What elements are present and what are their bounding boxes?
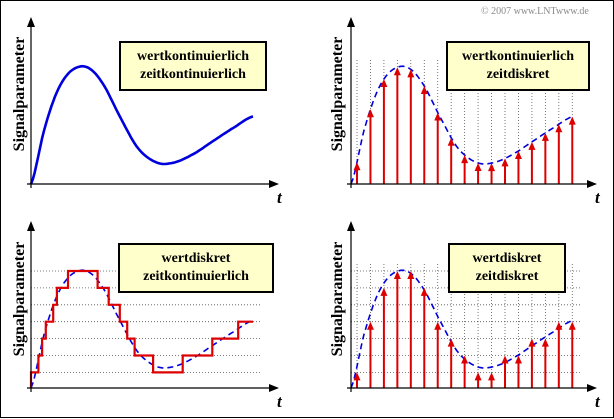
caption-line-1: wertkontinuierlich <box>137 49 249 64</box>
analog-signal-dashed <box>350 65 574 185</box>
sample-arrowhead <box>474 372 482 381</box>
sample-arrowhead <box>380 287 388 296</box>
sample-arrowhead <box>407 69 415 78</box>
sample-arrowhead <box>380 79 388 88</box>
caption-line-1: wertkontinuierlich <box>462 49 574 64</box>
sample-arrowhead <box>461 155 469 164</box>
sample-arrowhead <box>393 67 401 76</box>
sample-arrowhead <box>420 85 428 94</box>
sample-arrowhead <box>434 321 442 330</box>
sample-arrowhead <box>541 132 549 141</box>
y-axis-label: Signalparameter <box>329 36 346 152</box>
sample-arrowhead <box>461 355 469 364</box>
y-axis-head <box>347 17 355 27</box>
sample-arrowhead <box>474 163 482 172</box>
t-axis-label: t <box>595 392 600 411</box>
caption-line-1: wertdiskret <box>161 251 231 266</box>
caption-box: wertdiskret zeitkontinuierlich <box>118 243 274 293</box>
sample-arrowhead <box>541 338 549 347</box>
caption-box: wertkontinuierlich zeitdiskret <box>446 41 590 91</box>
sample-arrowhead <box>434 112 442 121</box>
sample-arrowhead <box>555 124 563 133</box>
sample-arrowhead <box>488 372 496 381</box>
sample-arrowhead <box>447 137 455 146</box>
caption-line-1: wertdiskret <box>472 251 542 266</box>
y-axis-head <box>27 17 35 27</box>
sample-arrowhead <box>488 163 496 172</box>
staircase-signal <box>29 269 253 388</box>
caption-line-2: zeitkontinuierlich <box>140 67 246 82</box>
sample-arrowhead <box>366 109 374 118</box>
sample-arrowhead <box>407 271 415 279</box>
sample-arrowhead <box>353 162 361 171</box>
x-axis-head <box>269 384 279 392</box>
t-axis-label: t <box>277 188 282 207</box>
analog-signal-dashed <box>30 269 254 389</box>
copyright-text: © 2007 www.LNTwww.de <box>481 6 589 17</box>
sample-arrowhead <box>393 271 401 279</box>
caption-box: wertkontinuierlich zeitkontinuierlich <box>119 41 267 91</box>
sample-arrowhead <box>501 158 509 167</box>
sample-arrowhead <box>366 321 374 330</box>
sample-arrowhead <box>420 287 428 296</box>
caption-box: wertdiskret zeitdiskret <box>448 243 566 293</box>
sample-arrowhead <box>555 321 563 330</box>
t-axis-label: t <box>277 392 282 411</box>
sample-arrowhead <box>501 355 509 364</box>
sample-arrowhead <box>447 338 455 347</box>
x-axis-head <box>587 180 597 188</box>
sample-arrowhead <box>514 150 522 159</box>
y-axis-label: Signalparameter <box>329 241 346 357</box>
y-axis-head <box>347 221 355 231</box>
sample-arrowhead <box>568 116 576 125</box>
x-axis-head <box>269 180 279 188</box>
sample-arrowhead <box>528 141 536 150</box>
y-axis-head <box>27 221 35 231</box>
t-axis-label: t <box>595 188 600 207</box>
caption-line-2: zeitkontinuierlich <box>143 269 249 284</box>
y-axis-label: Signalparameter <box>11 241 28 357</box>
sample-arrowhead <box>528 338 536 347</box>
caption-line-2: zeitdiskret <box>486 67 550 82</box>
analog-signal-dashed <box>350 269 574 389</box>
caption-line-2: zeitdiskret <box>475 269 539 284</box>
analog-signal-curve <box>29 64 254 185</box>
sample-arrowhead <box>568 321 576 330</box>
sample-arrowhead <box>353 372 361 381</box>
y-axis-label: Signalparameter <box>11 36 28 152</box>
sample-arrowhead <box>514 355 522 364</box>
x-axis-head <box>587 384 597 392</box>
